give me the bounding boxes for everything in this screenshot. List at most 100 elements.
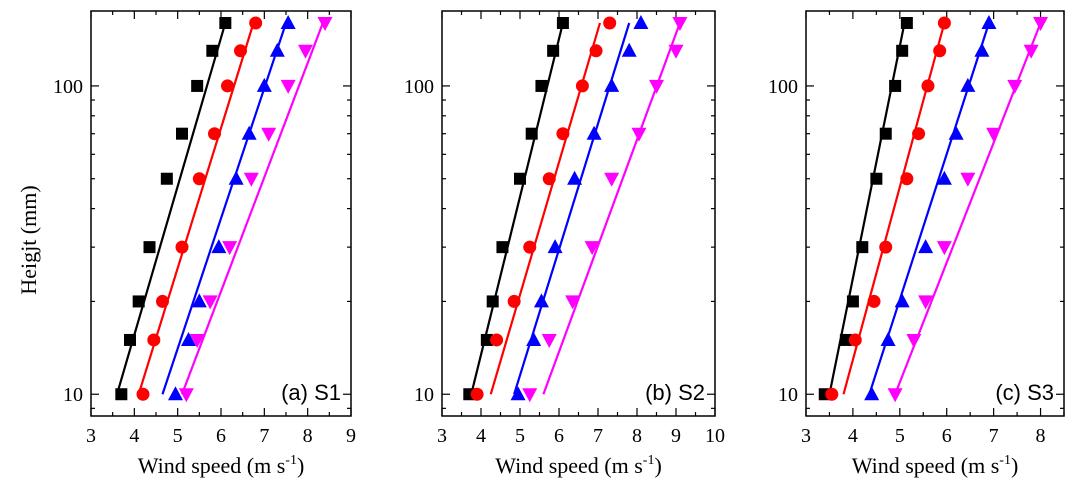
data-point-triangle-down	[631, 127, 647, 142]
data-point-square	[889, 79, 902, 92]
x-tick-label: 6	[942, 425, 952, 447]
data-point-triangle-up	[586, 125, 602, 140]
data-point-triangle-up	[960, 77, 976, 92]
y-tick-label: 10	[63, 384, 83, 406]
data-point-triangle-down	[906, 333, 922, 348]
data-point-triangle-up	[256, 77, 272, 92]
data-point-triangle-down	[936, 241, 952, 256]
data-point-circle	[933, 44, 947, 58]
y-tick-label: 100	[768, 76, 798, 98]
series-blue	[510, 14, 649, 401]
data-point-circle	[848, 333, 862, 347]
series-red	[825, 16, 951, 401]
data-point-square	[143, 241, 156, 254]
data-point-circle	[490, 333, 504, 347]
data-point-triangle-up	[633, 14, 649, 29]
x-axis-label: Wind speed (m s-1)	[495, 453, 662, 478]
data-point-triangle-down	[960, 172, 976, 187]
plot-frame	[90, 10, 352, 417]
y-tick-label: 10	[778, 384, 798, 406]
data-point-circle	[575, 79, 589, 93]
x-tick-label: 4	[129, 425, 139, 447]
series-red	[470, 16, 617, 401]
data-point-square	[132, 295, 145, 308]
data-point-triangle-down	[649, 79, 664, 94]
data-point-circle	[867, 294, 881, 308]
x-axis-label-main: Wind speed (m s	[495, 453, 643, 478]
x-tick-label: 3	[437, 425, 447, 447]
data-point-triangle-up	[981, 14, 997, 29]
plot-frame	[441, 10, 716, 417]
data-point-triangle-down	[1033, 16, 1049, 31]
data-point-triangle-down	[243, 172, 259, 187]
x-tick-label: 8	[1036, 425, 1046, 447]
chart-panel-2: 3 4 5 6 7 8 9 10 10 100 (b) S2 Wind speed (m s-1)	[404, 10, 725, 478]
data-point-triangle-down	[298, 44, 313, 59]
data-point-triangle-up	[228, 170, 244, 185]
data-point-triangle-up	[168, 386, 183, 401]
data-point-triangle-down	[222, 241, 238, 256]
data-point-circle	[147, 333, 161, 347]
data-point-circle	[221, 79, 234, 93]
y-axis-label: Heigjt (mm)	[16, 185, 41, 294]
series-black	[818, 16, 913, 401]
data-point-square	[525, 127, 538, 140]
fit-line	[115, 22, 227, 395]
data-point-circle	[507, 294, 521, 308]
data-point-triangle-up	[211, 239, 227, 254]
x-tick-label: 3	[86, 425, 96, 447]
x-tick-label: 4	[848, 425, 858, 447]
data-point-circle	[921, 79, 935, 93]
series-magenta	[178, 16, 333, 403]
data-point-square	[160, 172, 173, 185]
series-magenta	[887, 16, 1049, 403]
data-point-triangle-down	[1007, 79, 1023, 94]
data-point-triangle-down	[986, 127, 1002, 142]
data-point-triangle-down	[189, 333, 205, 348]
fit-line	[137, 22, 255, 395]
x-tick-label: 8	[303, 425, 313, 447]
series-black	[115, 16, 232, 401]
data-point-triangle-up	[567, 170, 583, 185]
data-point-circle	[937, 16, 951, 30]
x-tick-label: 8	[632, 425, 642, 447]
series-magenta	[522, 16, 688, 403]
x-tick-label: 4	[476, 425, 486, 447]
data-point-triangle-down	[541, 333, 557, 348]
data-point-circle	[523, 240, 537, 254]
data-point-square	[900, 16, 913, 29]
chart-panel-3: 3 4 5 6 7 8 10 100 (c) S3 Wind speed (m s-1)	[768, 10, 1065, 478]
chart-panel-1: 3 4 5 6 7 8 9 10 100 (a) S1 Wind speed (m s-1)	[53, 10, 356, 478]
data-point-triangle-up	[880, 331, 896, 346]
data-point-triangle-up	[269, 42, 285, 57]
data-point-square	[547, 44, 560, 57]
data-point-triangle-up	[191, 293, 207, 308]
x-axis-label-superscript: -1	[999, 453, 1011, 468]
x-tick-label: 9	[346, 425, 356, 447]
data-point-square	[219, 16, 232, 29]
fit-line	[180, 22, 324, 395]
y-tick-label: 10	[414, 384, 434, 406]
data-point-square	[486, 295, 499, 308]
data-point-square	[870, 172, 883, 185]
data-point-square	[535, 79, 548, 92]
x-axis-label-close: )	[1011, 453, 1018, 478]
series-red	[136, 16, 263, 401]
x-axis-label: Wind speed (m s-1)	[138, 453, 305, 478]
data-point-triangle-up	[510, 386, 526, 401]
data-point-circle	[175, 240, 189, 254]
panel-label: (a) S1	[281, 380, 341, 405]
x-tick-label: 10	[705, 425, 725, 447]
data-point-triangle-down	[317, 16, 333, 31]
data-point-square	[206, 44, 219, 57]
data-point-square	[176, 127, 188, 140]
data-point-triangle-up	[547, 239, 563, 254]
series-black	[463, 16, 569, 401]
data-point-circle	[208, 127, 221, 141]
data-point-square	[856, 241, 869, 254]
data-point-circle	[192, 172, 206, 186]
data-point-triangle-up	[621, 42, 637, 57]
data-point-triangle-down	[202, 295, 218, 310]
